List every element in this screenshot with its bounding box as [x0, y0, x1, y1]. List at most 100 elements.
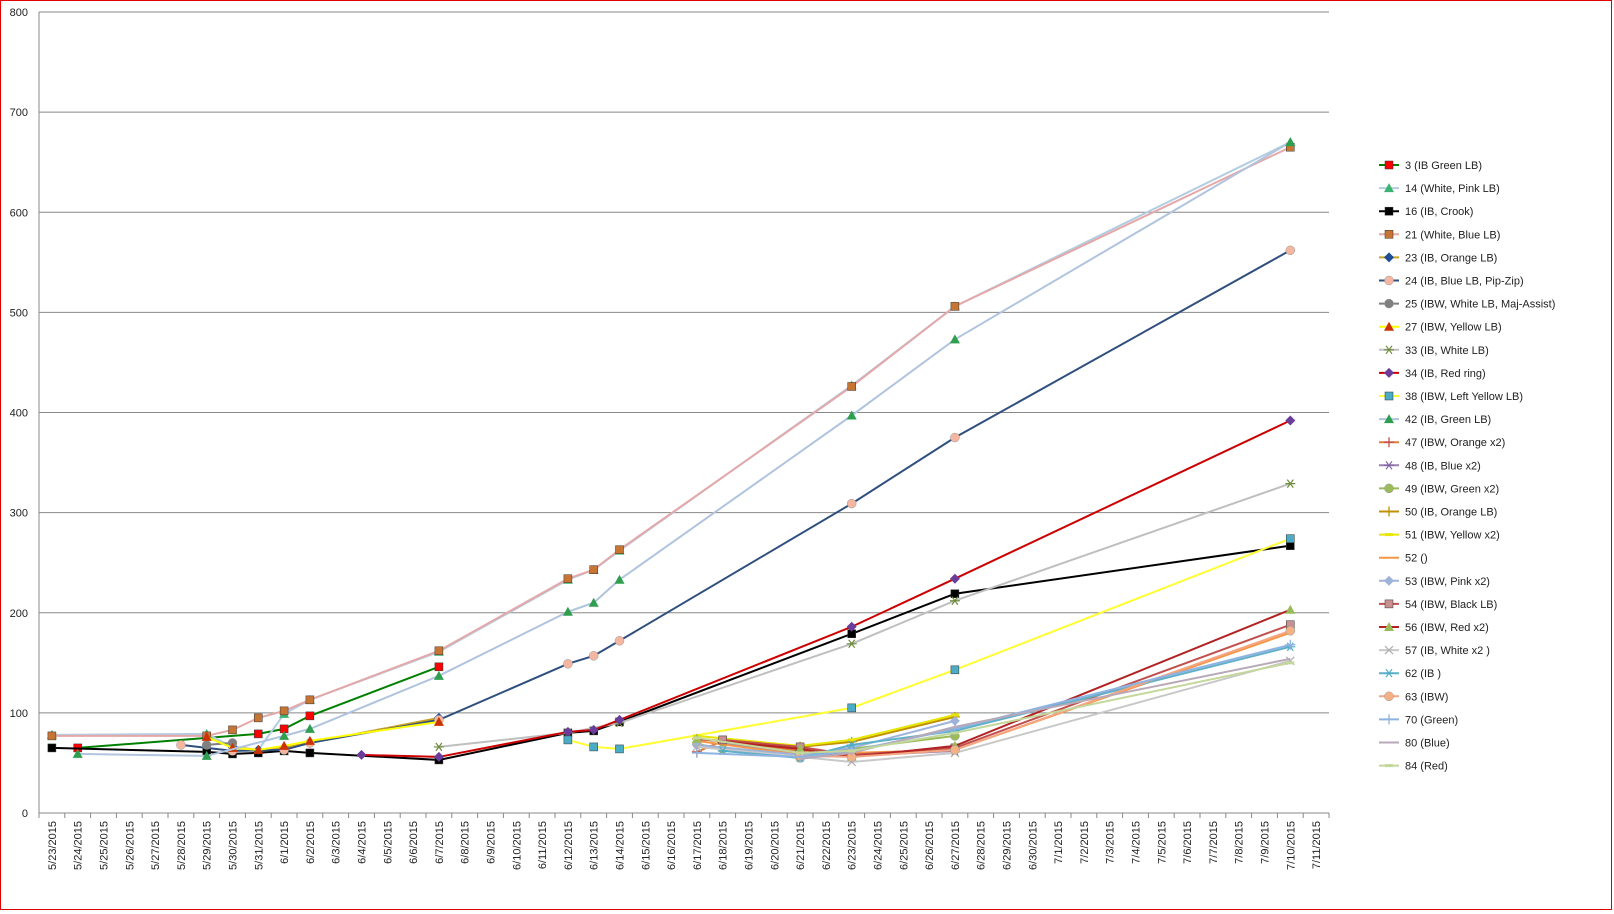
data-point	[1285, 245, 1296, 256]
legend-label: 54 (IBW, Black LB)	[1405, 599, 1497, 611]
legend-item: 52 ()	[1379, 553, 1428, 565]
series-23	[795, 626, 1296, 762]
legend-item: 33 (IB, White LB)	[1379, 345, 1489, 357]
legend-swatch-marker	[1384, 414, 1394, 424]
data-point	[433, 716, 444, 726]
data-point	[846, 410, 857, 420]
x-tick-label: 5/24/2015	[73, 821, 85, 870]
data-point	[614, 714, 625, 725]
x-tick-label: 6/14/2015	[615, 821, 627, 870]
legend-label: 50 (IB, Orange LB)	[1405, 507, 1497, 519]
x-tick-label: 6/26/2015	[924, 821, 936, 870]
legend-item: 62 (IB )	[1379, 668, 1441, 680]
x-tick-label: 6/25/2015	[898, 821, 910, 870]
data-point	[228, 725, 237, 735]
legend-swatch-marker	[1384, 506, 1394, 517]
data-point	[847, 703, 856, 713]
x-tick-label: 6/27/2015	[950, 821, 962, 870]
series-line	[206, 720, 440, 751]
legend-swatch-marker	[1384, 645, 1394, 655]
data-point	[718, 735, 727, 745]
y-tick-label: 600	[10, 207, 28, 219]
x-tick-label: 6/23/2015	[847, 821, 859, 870]
legend-label: 62 (IB )	[1405, 668, 1441, 680]
data-point	[1285, 479, 1296, 488]
x-tick-label: 7/7/2015	[1208, 821, 1220, 864]
data-point	[1286, 661, 1295, 665]
x-tick-label: 6/3/2015	[331, 821, 343, 864]
x-tick-label: 6/20/2015	[769, 821, 781, 870]
legend: 3 (IB Green LB) 14 (White, Pink LB) 16 (IB…	[1379, 160, 1555, 773]
data-point	[201, 731, 212, 741]
legend-swatch-marker	[1384, 298, 1394, 309]
legend-item: 25 (IBW, White LB, Maj-Assist)	[1379, 299, 1555, 311]
data-point	[950, 432, 960, 443]
x-tick-label: 6/15/2015	[640, 821, 652, 870]
legend-label: 42 (IB, Green LB)	[1405, 414, 1491, 426]
data-point	[588, 724, 599, 735]
legend-label: 52 ()	[1405, 553, 1428, 565]
x-tick-label: 5/29/2015	[202, 821, 214, 870]
data-point	[201, 740, 212, 750]
series-line	[800, 629, 1291, 758]
series-1	[46, 137, 1296, 754]
legend-label: 80 (Blue)	[1405, 738, 1450, 750]
x-tick-label: 5/30/2015	[228, 821, 240, 870]
x-tick-label: 7/3/2015	[1105, 821, 1117, 864]
data-point	[949, 573, 960, 584]
x-tick-label: 6/7/2015	[434, 821, 446, 864]
legend-label: 14 (White, Pink LB)	[1405, 183, 1500, 195]
legend-item: 54 (IBW, Black LB)	[1379, 599, 1497, 611]
legend-item: 49 (IBW, Green x2)	[1379, 483, 1499, 495]
data-point	[615, 744, 624, 754]
series-line	[51, 146, 1291, 737]
legend-label: 21 (White, Blue LB)	[1405, 229, 1500, 241]
data-point	[305, 711, 315, 721]
data-point	[254, 729, 263, 739]
legend-label: 70 (Green)	[1405, 714, 1458, 726]
series-0	[73, 662, 444, 753]
x-tick-label: 7/4/2015	[1131, 821, 1143, 864]
series-line	[567, 537, 1291, 750]
data-point	[692, 736, 701, 740]
y-axis-ticks: 0 100 200 300 400 500 600 700 800	[10, 7, 28, 820]
legend-item: 38 (IBW, Left Yellow LB)	[1379, 391, 1523, 403]
x-tick-label: 6/17/2015	[692, 821, 704, 870]
data-point	[201, 750, 212, 760]
x-tick-label: 6/4/2015	[357, 821, 369, 864]
data-point	[846, 621, 857, 632]
legend-swatch-marker	[1384, 230, 1394, 239]
legend-item: 34 (IB, Red ring)	[1379, 367, 1486, 380]
data-point	[279, 706, 289, 716]
data-point	[356, 749, 367, 760]
legend-item: 56 (IBW, Red x2)	[1379, 622, 1489, 634]
x-tick-label: 6/13/2015	[589, 821, 601, 870]
data-point	[72, 748, 83, 758]
legend-swatch-marker	[1384, 437, 1394, 448]
legend-label: 33 (IB, White LB)	[1405, 345, 1489, 357]
legend-swatch-marker	[1384, 252, 1394, 263]
x-tick-label: 6/28/2015	[976, 821, 988, 870]
data-point	[562, 726, 573, 737]
data-point	[279, 740, 290, 750]
legend-label: 47 (IBW, Orange x2)	[1405, 437, 1505, 449]
x-tick-label: 5/23/2015	[47, 821, 59, 870]
legend-label: 24 (IB, Blue LB, Pip-Zip)	[1405, 276, 1524, 288]
legend-item: 53 (IBW, Pink x2)	[1379, 575, 1490, 588]
legend-swatch-marker	[1384, 206, 1394, 216]
y-tick-label: 200	[10, 608, 28, 620]
data-point	[1285, 137, 1296, 147]
legend-label: 56 (IBW, Red x2)	[1405, 622, 1489, 634]
y-tick-label: 800	[10, 7, 28, 19]
x-tick-label: 6/21/2015	[795, 821, 807, 870]
x-tick-label: 6/22/2015	[821, 821, 833, 870]
legend-item: 14 (White, Pink LB)	[1379, 183, 1500, 195]
legend-swatch-marker	[1384, 183, 1394, 193]
legend-label: 48 (IB, Blue x2)	[1405, 460, 1481, 472]
legend-item: 84 (Red)	[1379, 761, 1448, 773]
series-11	[72, 137, 1296, 760]
legend-label: 3 (IB Green LB)	[1405, 160, 1482, 172]
data-point	[279, 730, 290, 740]
legend-swatch-marker	[1384, 391, 1394, 401]
